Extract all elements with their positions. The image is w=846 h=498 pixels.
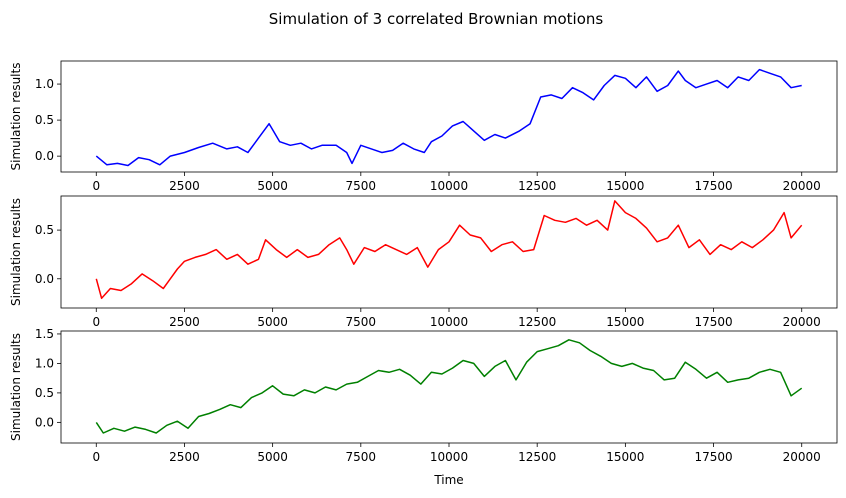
x-tick-label: 15000: [606, 315, 644, 329]
y-tick-label: 0.5: [35, 113, 54, 127]
x-tick-label: 17500: [694, 179, 732, 193]
x-tick-label: 10000: [430, 315, 468, 329]
y-axis-label: Simulation results: [9, 333, 23, 441]
y-tick-label: 1.5: [35, 327, 54, 341]
x-tick-label: 20000: [783, 315, 821, 329]
x-tick-label: 0: [92, 179, 100, 193]
series-line-1: [95, 68, 802, 167]
x-tick-label: 10000: [430, 450, 468, 464]
x-tick-label: 17500: [694, 450, 732, 464]
x-tick-label: 12500: [518, 450, 556, 464]
y-axis-label: Simulation results: [9, 63, 23, 171]
x-tick-label: 7500: [346, 315, 377, 329]
axes-layer: 0 2500 5000 7500 10000 12500 15000 17500 20000 0.…: [9, 60, 838, 487]
x-tick-label: 12500: [518, 179, 556, 193]
x-tick-label: 0: [92, 450, 100, 464]
x-tick-label: 12500: [518, 315, 556, 329]
x-tick-label: 2500: [169, 179, 200, 193]
y-axis-label: Simulation results: [9, 198, 23, 306]
y-tick-label: 0.0: [35, 272, 54, 286]
x-tick-label: 5000: [257, 450, 288, 464]
subplot-1: 0 2500 5000 7500 10000 12500 15000 17500 20000 0.…: [9, 60, 838, 193]
y-tick-label: 0.0: [35, 415, 54, 429]
subplot-2: 0 2500 5000 7500 10000 12500 15000 17500 20000 0.…: [9, 195, 838, 329]
x-axis-label: Time: [433, 473, 463, 487]
x-tick-label: 15000: [606, 179, 644, 193]
series-line-2: [95, 200, 803, 300]
x-tick-label: 2500: [169, 315, 200, 329]
x-tick-label: 7500: [346, 450, 377, 464]
x-tick-label: 0: [92, 315, 100, 329]
y-tick-label: 0.5: [35, 386, 54, 400]
x-tick-label: 2500: [169, 450, 200, 464]
x-tick-label: 15000: [606, 450, 644, 464]
x-tick-label: 5000: [257, 179, 288, 193]
figure-title: Simulation of 3 correlated Brownian moti…: [269, 10, 604, 28]
y-tick-label: 1.0: [35, 356, 54, 370]
x-tick-label: 20000: [783, 450, 821, 464]
y-tick-label: 0.5: [35, 223, 54, 237]
subplot-3: 0 2500 5000 7500 10000 12500 15000 17500 20000 0.…: [9, 327, 838, 487]
x-tick-label: 7500: [346, 179, 377, 193]
y-tick-label: 1.0: [35, 77, 54, 91]
x-tick-label: 10000: [430, 179, 468, 193]
x-tick-label: 20000: [783, 179, 821, 193]
series-line-3: [95, 339, 803, 434]
x-tick-label: 17500: [694, 315, 732, 329]
y-tick-label: 0.0: [35, 149, 54, 163]
x-tick-label: 5000: [257, 315, 288, 329]
